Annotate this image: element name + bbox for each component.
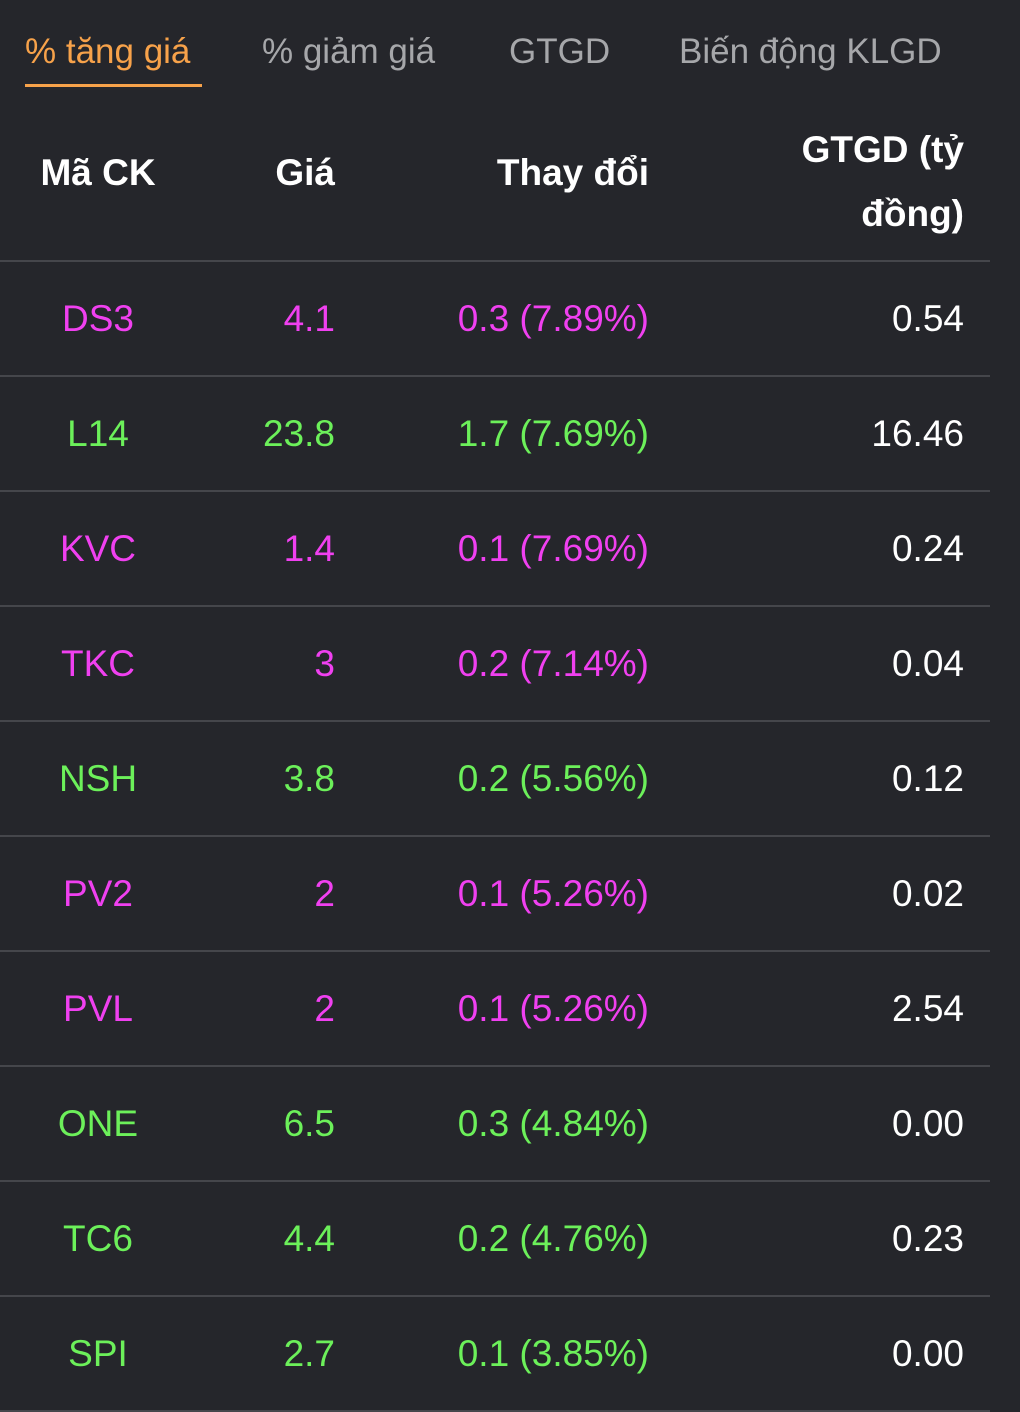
- header-trading-value: GTGD (tỷ đồng): [801, 129, 964, 234]
- stock-trading-value: 2.54: [891, 988, 964, 1029]
- stock-change: 0.2 (5.56%): [457, 758, 649, 799]
- stock-change: 0.1 (5.26%): [457, 873, 649, 914]
- stock-trading-value: 0.54: [891, 298, 964, 339]
- stock-code: TC6: [63, 1218, 133, 1259]
- tab-percent-decrease[interactable]: % giảm giá: [262, 32, 436, 71]
- table-row[interactable]: TKC 3 0.2 (7.14%) 0.04: [0, 607, 990, 722]
- stock-code: KVC: [59, 528, 137, 569]
- stock-code: PV2: [63, 873, 133, 914]
- stock-code: L14: [67, 413, 129, 454]
- stock-code: DS3: [62, 298, 134, 339]
- stock-change: 0.1 (5.26%): [457, 988, 649, 1029]
- stock-price: 23.8: [262, 413, 335, 454]
- stock-price: 6.5: [283, 1103, 335, 1144]
- stock-price: 1.4: [283, 528, 335, 569]
- stock-price: 3: [314, 643, 335, 684]
- tab-trading-value[interactable]: GTGD: [509, 32, 611, 71]
- stock-code: NSH: [58, 758, 138, 799]
- header-change: Thay đổi: [496, 152, 649, 193]
- header-price: Giá: [275, 152, 335, 193]
- stock-code: ONE: [57, 1103, 139, 1144]
- stock-trading-value: 0.00: [891, 1333, 964, 1374]
- stock-change: 0.2 (7.14%): [457, 643, 649, 684]
- stock-change: 0.2 (4.76%): [457, 1218, 649, 1259]
- stock-price: 4.4: [283, 1218, 335, 1259]
- stock-trading-value: 0.04: [891, 643, 964, 684]
- stock-trading-value: 16.46: [871, 413, 964, 454]
- stock-change: 0.1 (7.69%): [457, 528, 649, 569]
- stock-trading-value: 0.02: [891, 873, 964, 914]
- stock-change: 0.1 (3.85%): [457, 1333, 649, 1374]
- stock-change: 0.3 (7.89%): [457, 298, 649, 339]
- table-row[interactable]: KVC 1.4 0.1 (7.69%) 0.24: [0, 492, 990, 607]
- tab-volume-change[interactable]: Biến động KLGD: [679, 32, 942, 71]
- stock-table-body: DS3 4.1 0.3 (7.89%) 0.54 L14 23.8 1.7 (7.69%) 1…: [0, 262, 990, 1412]
- stock-change: 1.7 (7.69%): [457, 413, 649, 454]
- table-row[interactable]: PVL 2 0.1 (5.26%) 2.54: [0, 952, 990, 1067]
- table-row[interactable]: PV2 2 0.1 (5.26%) 0.02: [0, 837, 990, 952]
- stock-price: 2.7: [283, 1333, 335, 1374]
- stock-price: 4.1: [283, 298, 335, 339]
- table-row[interactable]: DS3 4.1 0.3 (7.89%) 0.54: [0, 262, 990, 377]
- stock-change: 0.3 (4.84%): [457, 1103, 649, 1144]
- stock-trading-value: 0.24: [891, 528, 964, 569]
- header-code: Mã CK: [40, 152, 156, 193]
- stock-price: 2: [314, 988, 335, 1029]
- tab-bar: % tăng giá % giảm giá GTGD Biến động KLG…: [0, 0, 1020, 100]
- stock-code: TKC: [61, 643, 135, 684]
- stock-code: SPI: [68, 1333, 128, 1374]
- table-row[interactable]: TC6 4.4 0.2 (4.76%) 0.23: [0, 1182, 990, 1297]
- active-tab-underline: [25, 84, 202, 87]
- stock-trading-value: 0.00: [891, 1103, 964, 1144]
- header-divider: [0, 260, 990, 262]
- table-header: Mã CK Giá Thay đổi GTGD (tỷ đồng): [0, 100, 990, 262]
- stock-trading-value: 0.12: [891, 758, 964, 799]
- stock-code: PVL: [63, 988, 133, 1029]
- stock-price: 2: [314, 873, 335, 914]
- table-row[interactable]: L14 23.8 1.7 (7.69%) 16.46: [0, 377, 990, 492]
- tab-percent-increase[interactable]: % tăng giá: [25, 32, 191, 71]
- stock-trading-value: 0.23: [891, 1218, 964, 1259]
- table-row[interactable]: ONE 6.5 0.3 (4.84%) 0.00: [0, 1067, 990, 1182]
- table-row[interactable]: SPI 2.7 0.1 (3.85%) 0.00: [0, 1297, 990, 1412]
- table-row[interactable]: NSH 3.8 0.2 (5.56%) 0.12: [0, 722, 990, 837]
- stock-price: 3.8: [283, 758, 335, 799]
